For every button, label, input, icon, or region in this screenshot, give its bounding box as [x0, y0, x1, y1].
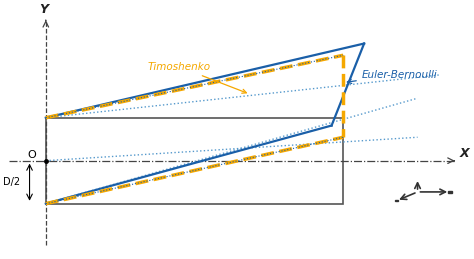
- Text: Y: Y: [39, 3, 48, 16]
- Text: Euler-Bernoulli: Euler-Bernoulli: [347, 70, 438, 83]
- Bar: [448, 191, 452, 193]
- Text: D/2: D/2: [3, 177, 20, 187]
- Bar: [395, 200, 398, 202]
- Text: Timoshenko: Timoshenko: [148, 62, 246, 93]
- Text: X: X: [459, 147, 469, 160]
- Bar: [46, 118, 343, 204]
- Text: O: O: [28, 150, 36, 160]
